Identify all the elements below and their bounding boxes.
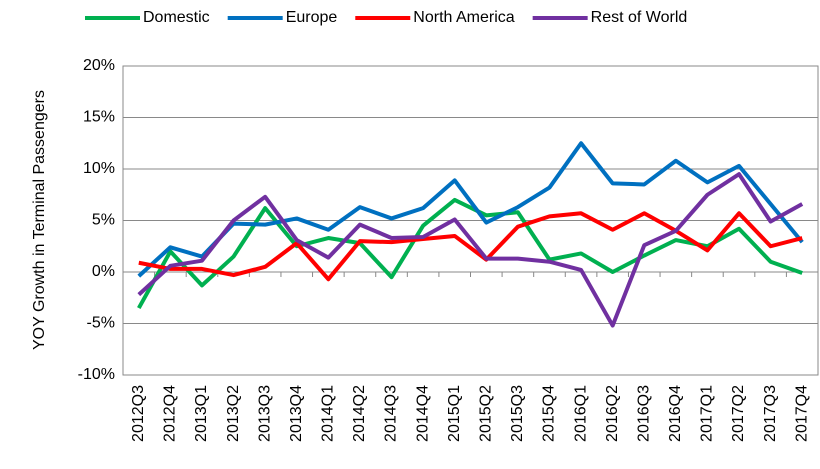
series-line [137,141,804,278]
x-tick-label: 2014Q3 [383,385,400,442]
series-line [138,211,803,282]
legend-label: North America [413,9,514,26]
legend-label: Domestic [143,9,210,26]
x-tick-label: 2017Q1 [699,385,716,442]
series-line [137,172,804,328]
x-tick-label: 2016Q2 [604,385,621,442]
x-tick-label: 2015Q3 [509,385,526,442]
legend-label: Rest of World [591,9,688,26]
x-tick-label: 2017Q2 [730,385,747,442]
x-tick-label: 2015Q2 [478,385,495,442]
y-tick-label: 10% [83,160,115,177]
x-tick-label: 2017Q3 [762,385,779,442]
y-tick-label: -10% [78,366,115,383]
x-tick-label: 2013Q4 [288,385,305,442]
y-tick-label: -5% [87,315,115,332]
x-tick-label: 2016Q4 [667,385,684,442]
x-tick-label: 2016Q3 [635,385,652,442]
x-tick-label: 2014Q1 [320,385,337,442]
x-tick-label: 2017Q4 [793,385,810,442]
x-tick-label: 2013Q3 [256,385,273,442]
y-tick-label: 20% [83,57,115,74]
x-tick-label: 2014Q4 [414,385,431,442]
x-tick-label: 2015Q1 [446,385,463,442]
x-tick-label: 2012Q4 [162,385,179,442]
x-tick-label: 2013Q2 [225,385,242,442]
y-tick-label: 0% [92,263,115,280]
y-tick-label: 5% [92,212,115,229]
x-tick-label: 2015Q4 [541,385,558,442]
plot-border [122,65,819,376]
y-tick-label: 15% [83,109,115,126]
x-tick-label: 2016Q1 [572,385,589,442]
series-line [137,197,803,310]
y-axis-title: YOY Growth in Terminal Passengers [31,90,48,350]
x-tick-label: 2014Q2 [351,385,368,442]
x-tick-label: 2012Q3 [130,385,147,442]
legend-label: Europe [286,9,338,26]
x-tick-label: 2013Q1 [193,385,210,442]
